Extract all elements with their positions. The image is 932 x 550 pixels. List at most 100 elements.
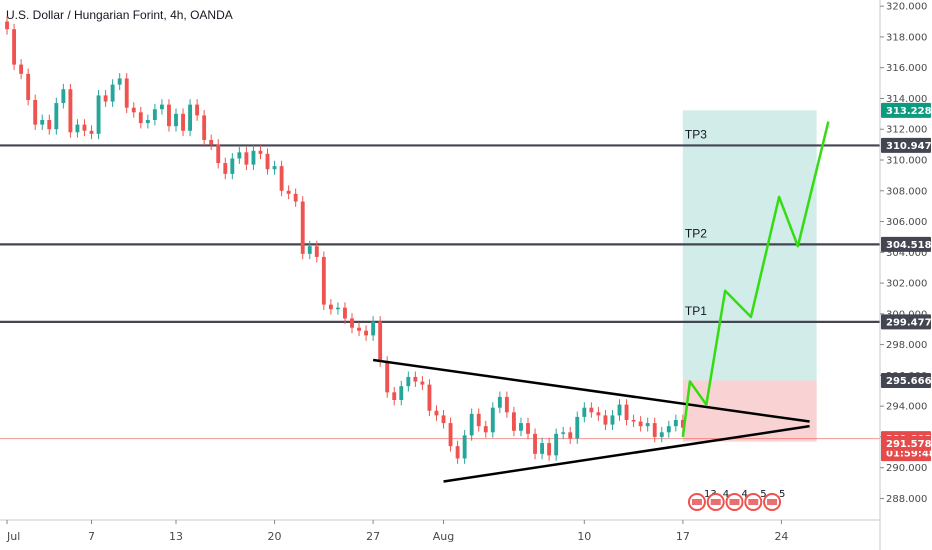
y-tick-label: 290.000 — [886, 463, 927, 474]
y-tick-label: 310.000 — [886, 156, 927, 167]
candle-body — [223, 163, 228, 174]
event-flag-stripes-icon — [710, 499, 721, 505]
triangle-upper-trendline[interactable] — [372, 358, 810, 423]
candle-body — [673, 420, 678, 427]
candle-body — [272, 166, 277, 170]
y-tick-label: 288.000 — [886, 494, 927, 505]
candle-body — [12, 29, 17, 65]
candle-body — [258, 150, 263, 154]
level-price-tp1-badge — [881, 314, 931, 330]
candle-body — [540, 443, 545, 454]
x-tick-label: 24 — [774, 530, 788, 543]
candle-body — [680, 420, 685, 428]
candle-body — [483, 426, 488, 433]
candle-body — [54, 103, 59, 130]
candle-body — [603, 415, 608, 425]
candle-body — [357, 327, 361, 331]
candle-body — [631, 420, 636, 422]
event-count: 4 — [723, 489, 729, 500]
y-tick-label: 316.000 — [886, 63, 927, 74]
candle-body — [117, 78, 122, 85]
candle-body — [413, 376, 418, 382]
candle-body — [455, 446, 460, 459]
candle-body — [462, 435, 467, 459]
candle-body — [406, 376, 411, 387]
candle-body — [638, 421, 643, 427]
candle-body — [371, 321, 376, 336]
candle-body — [61, 89, 66, 104]
candle-body — [554, 433, 559, 456]
candle-body — [19, 64, 24, 74]
candle-body — [307, 246, 312, 254]
candle-body — [5, 21, 9, 30]
event-count: 5 — [779, 489, 785, 500]
level-label-tp3: TP3 — [685, 127, 707, 141]
y-tick-label: 312.000 — [886, 125, 927, 136]
x-tick-label: 20 — [268, 530, 282, 543]
x-tick-label: 13 — [169, 530, 183, 543]
event-flag-stripes-icon — [691, 499, 702, 505]
level-price-tp2-badge — [881, 236, 931, 252]
candle-body — [469, 413, 474, 436]
candle-body — [321, 256, 326, 305]
candle-body — [335, 307, 340, 310]
triangle-lower-trendline[interactable] — [443, 424, 810, 483]
candle-body — [364, 330, 369, 336]
candle-body — [448, 423, 453, 447]
candle-body — [152, 109, 157, 120]
candle-body — [167, 104, 171, 127]
target-price-value: 313.228 — [886, 106, 932, 117]
event-count: 5 — [760, 489, 766, 500]
chart-title: U.S. Dollar / Hungarian Forint, 4h, OAND… — [6, 8, 233, 22]
candle-body — [131, 107, 136, 113]
level-label-tp1: TP1 — [685, 304, 707, 318]
candle-body — [427, 384, 432, 411]
candle-body — [174, 113, 178, 127]
level-label-tp2: TP2 — [685, 226, 707, 240]
candle-body — [89, 130, 94, 134]
candle-body — [251, 150, 256, 165]
candle-body — [476, 413, 481, 427]
y-tick-label: 318.000 — [886, 32, 927, 43]
candle-body — [610, 415, 615, 425]
candle-body — [293, 193, 298, 202]
candle-body — [659, 432, 664, 437]
candle-body — [511, 412, 516, 431]
x-tick-label: Aug — [433, 530, 454, 543]
candle-body — [624, 404, 629, 420]
candle-body — [82, 124, 87, 131]
candle-body — [504, 396, 509, 413]
stop-loss-zone — [682, 380, 817, 442]
candle-body — [209, 140, 214, 145]
y-tick-label: 298.000 — [886, 340, 927, 351]
level-price-tp3-badge — [881, 137, 931, 153]
candle-body — [265, 153, 270, 170]
x-tick-label: Jul — [6, 530, 20, 543]
candle-body — [230, 158, 235, 174]
event-count: 13 — [704, 489, 717, 500]
candle-body — [617, 404, 622, 416]
candle-body — [385, 361, 390, 393]
candle-body — [75, 124, 80, 133]
x-tick-label: 10 — [577, 530, 591, 543]
stop-price-value: 295.666 — [886, 376, 932, 387]
y-tick-label: 306.000 — [886, 217, 927, 228]
candle-body — [490, 407, 495, 433]
y-tick-label: 320.000 — [886, 2, 927, 13]
candle-body — [666, 426, 671, 433]
candle-body — [286, 190, 291, 194]
candle-body — [582, 407, 587, 417]
candle-body — [145, 120, 150, 124]
y-tick-label: 302.000 — [886, 279, 927, 290]
candle-body — [314, 246, 319, 257]
event-count: 4 — [742, 489, 748, 500]
projection-path[interactable] — [681, 121, 830, 438]
candle-body — [561, 432, 566, 434]
y-tick-label: 294.000 — [886, 402, 927, 413]
candle-body — [202, 115, 207, 140]
candle-body — [279, 166, 284, 191]
candle-body — [343, 307, 347, 319]
y-tick-label: 308.000 — [886, 186, 927, 197]
event-flag-stripes-icon — [767, 499, 778, 505]
